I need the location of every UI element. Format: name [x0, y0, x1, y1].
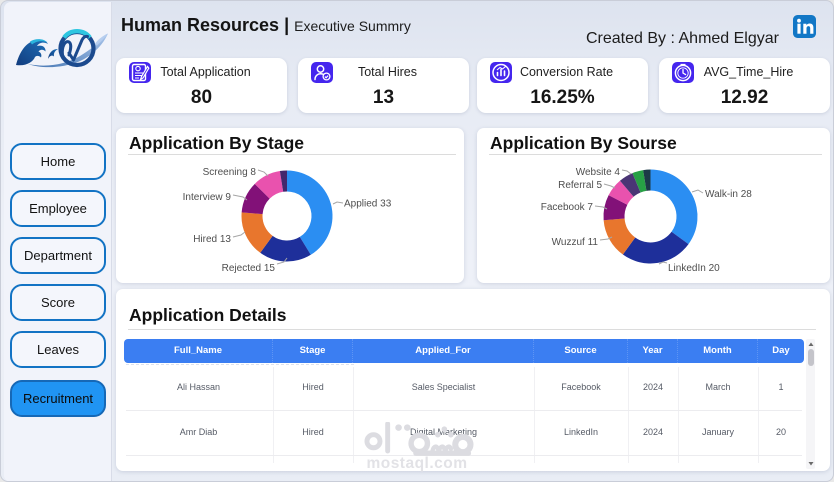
svg-text:Wuzzuf 11: Wuzzuf 11: [552, 237, 599, 248]
svg-text:Interview 9: Interview 9: [183, 192, 232, 203]
svg-text:Facebook 7: Facebook 7: [541, 202, 594, 213]
svg-text:Website 4: Website 4: [576, 167, 621, 178]
svg-text:Hired 13: Hired 13: [193, 234, 231, 245]
svg-text:LinkedIn 20: LinkedIn 20: [668, 263, 720, 274]
svg-text:Referral 5: Referral 5: [558, 180, 602, 191]
svg-text:mostaql.com: mostaql.com: [366, 455, 467, 472]
svg-text:Walk-in 28: Walk-in 28: [705, 189, 752, 200]
svg-text:Rejected 15: Rejected 15: [222, 263, 276, 274]
svg-text:Applied 33: Applied 33: [344, 199, 392, 210]
svg-text:Screening 8: Screening 8: [203, 167, 257, 178]
